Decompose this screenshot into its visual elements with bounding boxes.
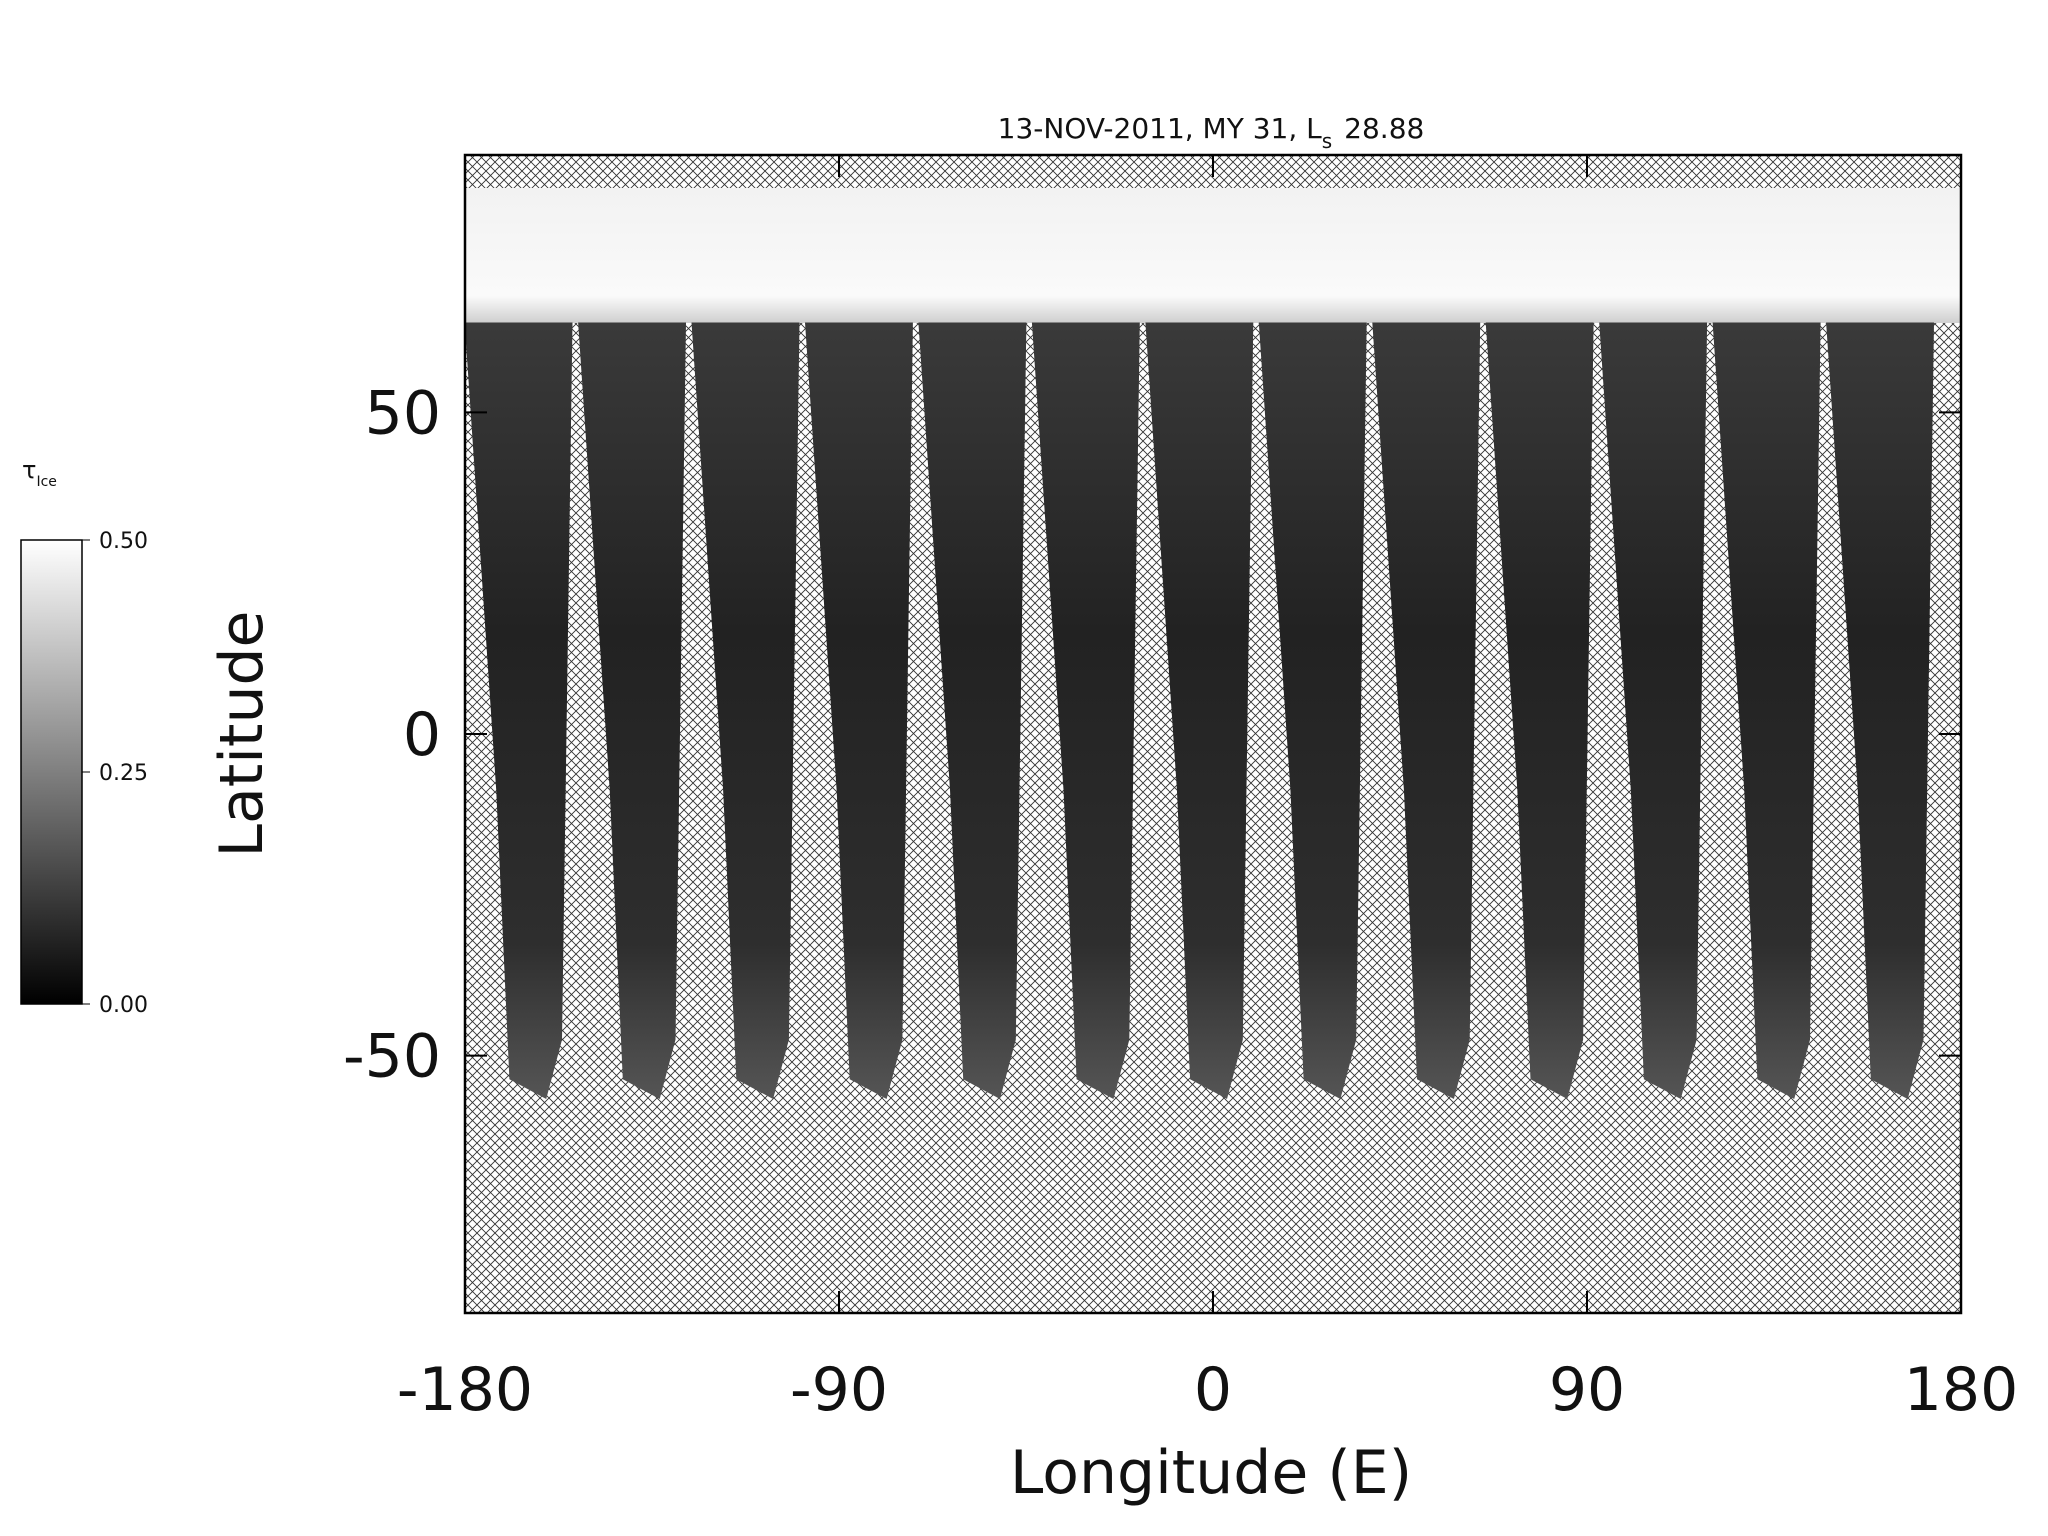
y-axis-label: Latitude [207, 611, 277, 858]
swath [1485, 322, 1594, 1099]
colorbar-subscript: Ice [36, 474, 56, 490]
swath [1599, 322, 1708, 1099]
colorbar-tick-label: 0.50 [99, 529, 148, 554]
swath [1145, 322, 1254, 1099]
chart-title: 13-NOV-2011, MY 31, Ls 28.88 [998, 112, 1425, 153]
colorbar-tick-label: 0.00 [99, 993, 148, 1018]
y-tick-label: -50 [343, 1022, 441, 1092]
x-tick-label: -90 [790, 1355, 888, 1425]
swath [1258, 322, 1367, 1099]
x-tick-label: 180 [1904, 1355, 2019, 1425]
polar-cap [466, 188, 1960, 323]
x-tick-label: -180 [397, 1355, 533, 1425]
title-main: 13-NOV-2011, MY 31, L [998, 112, 1322, 145]
colorbar-symbol: τ [22, 456, 36, 484]
swath [1031, 322, 1140, 1099]
swath [805, 322, 913, 1099]
x-tick-label: 0 [1194, 1355, 1232, 1425]
y-tick-label: 0 [403, 700, 441, 770]
title-suffix: 28.88 [1344, 112, 1424, 145]
title-subscript: s [1322, 129, 1332, 153]
swath [1826, 322, 1934, 1099]
swath [464, 322, 573, 1099]
colorbar-label: τIce [22, 456, 57, 490]
colorbar-tick-label: 0.25 [99, 761, 148, 786]
y-tick-label: 50 [365, 378, 441, 448]
colorbar [20, 539, 83, 1005]
swath [918, 322, 1027, 1099]
swath [691, 322, 800, 1099]
swath [1372, 322, 1481, 1099]
swath [578, 322, 686, 1099]
x-axis-label: Longitude (E) [1010, 1438, 1412, 1508]
x-tick-label: 90 [1549, 1355, 1625, 1425]
swath [1712, 322, 1821, 1099]
